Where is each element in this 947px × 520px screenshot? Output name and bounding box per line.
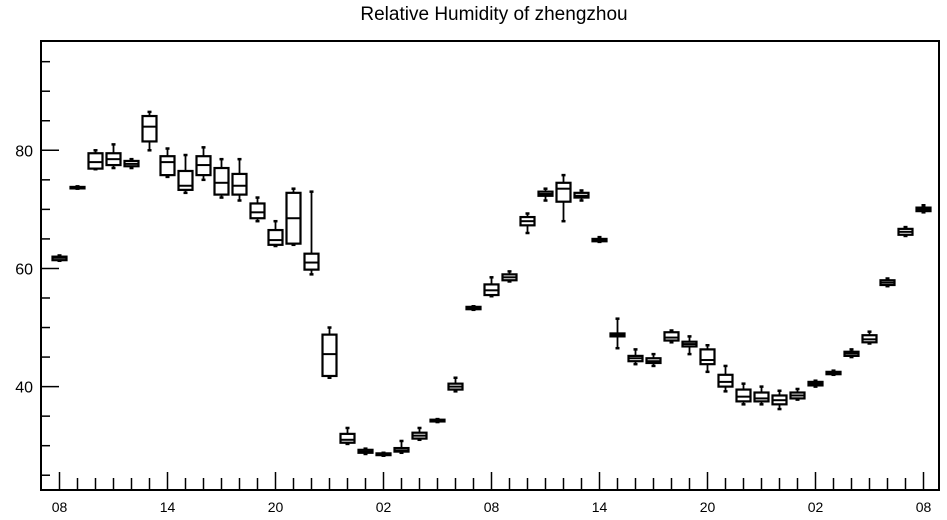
box-16: [339, 426, 356, 446]
box-21: [429, 417, 446, 424]
box-36: [699, 344, 716, 374]
box-series: [51, 110, 932, 457]
box-26: [519, 212, 536, 235]
box-2: [87, 149, 104, 171]
box-25: [501, 270, 518, 283]
box-body: [87, 152, 104, 170]
box-6: [159, 147, 176, 179]
box-37: [717, 364, 734, 393]
box-body: [339, 432, 356, 444]
plot-frame: [40, 40, 940, 491]
box-12: [267, 219, 284, 248]
x-tick-label: 08: [52, 499, 68, 515]
box-35: [681, 335, 698, 356]
box-body: [753, 391, 770, 403]
box-13: [285, 187, 302, 247]
box-20: [411, 426, 428, 442]
box-8: [195, 146, 212, 182]
chart-title: Relative Humidity of zhengzhou: [360, 4, 628, 25]
box-48: [915, 203, 932, 214]
box-38: [735, 382, 752, 406]
x-axis: 08 14 20 02 08 14 20 02 08: [52, 472, 932, 515]
box-32: [627, 348, 644, 366]
box-9: [213, 157, 230, 199]
box-body: [141, 114, 158, 143]
y-tick-label: 60: [15, 261, 33, 278]
box-45: [861, 330, 878, 345]
box-46: [879, 277, 896, 288]
x-tick-label: 20: [700, 499, 716, 515]
box-body: [213, 166, 230, 196]
box-29: [573, 189, 590, 202]
box-0: [51, 254, 68, 263]
box-30: [591, 235, 608, 244]
x-tick-label: 02: [376, 499, 392, 515]
box-18: [375, 451, 392, 457]
box-33: [645, 352, 662, 368]
box-39: [753, 385, 770, 406]
box-body: [177, 169, 194, 191]
box-24: [483, 276, 500, 298]
box-3: [105, 143, 122, 170]
box-42: [807, 379, 824, 388]
box-17: [357, 447, 374, 456]
x-tick-label: 14: [160, 499, 176, 515]
box-10: [231, 157, 248, 202]
box-body: [663, 331, 680, 342]
box-14: [303, 190, 320, 276]
box-28: [555, 173, 572, 223]
box-34: [663, 329, 680, 344]
x-tick-label: 08: [484, 499, 500, 515]
box-1: [69, 185, 86, 190]
box-body: [159, 155, 176, 177]
box-5: [141, 110, 158, 152]
box-40: [771, 389, 788, 411]
box-4: [123, 157, 140, 170]
box-43: [825, 369, 842, 377]
box-body: [735, 388, 752, 403]
x-tick-label: 20: [268, 499, 284, 515]
x-tick-label: 08: [916, 499, 932, 515]
box-body: [717, 373, 734, 388]
box-11: [249, 196, 266, 223]
y-axis: 40 60 80: [15, 60, 59, 476]
box-23: [465, 305, 482, 312]
x-tick-label: 14: [592, 499, 608, 515]
y-tick-label: 80: [15, 143, 33, 160]
box-27: [537, 187, 554, 202]
box-body: [267, 228, 284, 246]
y-tick-label: 40: [15, 380, 33, 397]
box-44: [843, 348, 860, 359]
box-41: [789, 387, 806, 401]
box-47: [897, 225, 914, 238]
box-body: [699, 348, 716, 366]
box-19: [393, 439, 410, 455]
box-22: [447, 376, 464, 393]
box-7: [177, 153, 194, 195]
box-body: [555, 181, 572, 203]
box-body: [249, 202, 266, 220]
box-15: [321, 326, 338, 379]
box-body: [231, 172, 248, 196]
box-31: [609, 317, 626, 350]
box-body: [321, 333, 338, 378]
x-tick-label: 02: [808, 499, 824, 515]
